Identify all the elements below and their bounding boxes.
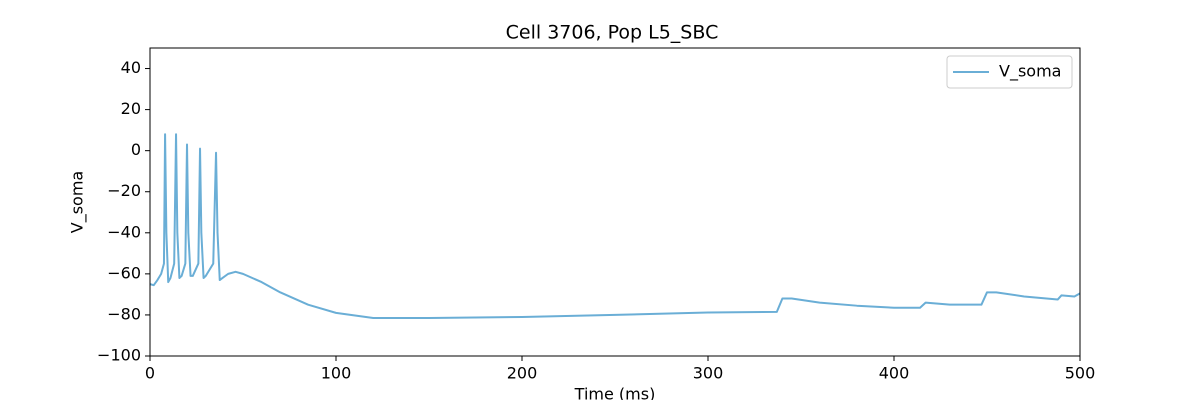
y-tick-label: −40 xyxy=(107,222,141,241)
y-tick-label: 40 xyxy=(121,58,141,77)
y-tick-label: 20 xyxy=(121,99,141,118)
x-tick-label: 300 xyxy=(693,364,724,383)
y-tick-label: −20 xyxy=(107,181,141,200)
x-tick-label: 200 xyxy=(507,364,538,383)
y-axis-label: V_soma xyxy=(68,171,88,233)
y-tick-label: −80 xyxy=(107,304,141,323)
plot-frame xyxy=(149,47,1081,357)
legend-box xyxy=(946,55,1073,89)
line-series xyxy=(149,133,1081,320)
x-tick-label: 500 xyxy=(1065,364,1096,383)
x-tick-label: 100 xyxy=(321,364,352,383)
y-tick-label: −100 xyxy=(97,346,141,365)
chart-title: Cell 3706, Pop L5_SBC xyxy=(506,22,719,44)
y-tick-label: 0 xyxy=(131,140,141,159)
x-tick-label: 0 xyxy=(145,364,155,383)
x-axis-label: Time (ms) xyxy=(574,385,656,400)
x-tick-label: 400 xyxy=(879,364,910,383)
y-tick-label: −60 xyxy=(107,263,141,282)
legend-label: V_soma xyxy=(999,62,1061,82)
